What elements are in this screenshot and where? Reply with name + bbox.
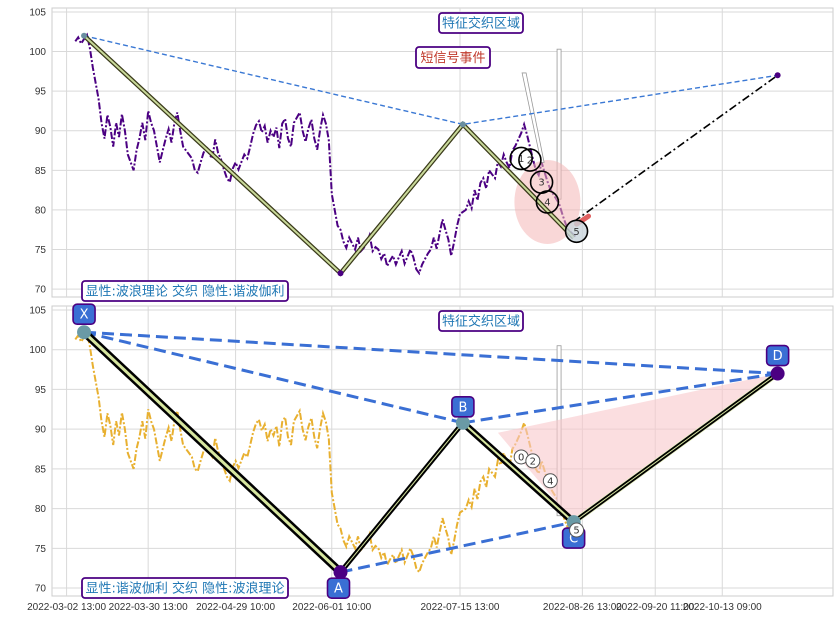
feature-zone-label: 特征交织区域 <box>442 314 520 330</box>
wave-marker-circle <box>569 522 585 538</box>
wave-marker-circle <box>518 148 542 172</box>
zigzag-core <box>83 34 575 275</box>
y-tick-label: 80 <box>35 504 47 515</box>
harmonic-leg-core <box>83 331 342 574</box>
y-tick-label: 90 <box>35 425 47 436</box>
harmonic-leg-core <box>573 373 778 523</box>
harmonic-dashed-line <box>340 520 574 574</box>
harmonic-point-marker <box>770 366 785 381</box>
y-tick-label: 85 <box>35 464 47 475</box>
y-tick-label: 75 <box>35 245 47 256</box>
wave-marker-label: 4 <box>547 476 553 487</box>
y-tick-label: 75 <box>35 544 47 555</box>
price-series-line <box>74 32 578 276</box>
harmonic-leg-core <box>340 422 464 573</box>
short-signal-label: 短信号事件 <box>420 51 485 66</box>
wave-marker-label: 5 <box>573 227 579 238</box>
zigzag-point <box>337 270 344 277</box>
x-tick-label: 2022-10-13 09:00 <box>683 602 762 613</box>
y-tick-label: 105 <box>29 305 46 316</box>
y-tick-label: 85 <box>35 166 47 177</box>
harmonic-dashed-line <box>83 330 464 425</box>
wave-marker-circle <box>564 219 589 244</box>
y-tick-label: 100 <box>29 345 46 356</box>
feature-zone-box <box>438 12 524 34</box>
wave-marker-circle <box>525 453 541 469</box>
wave-marker-label: 3 <box>538 178 544 189</box>
zigzag-point <box>459 121 466 128</box>
x-tick-label: 2022-03-02 13:00 <box>27 602 106 613</box>
harmonic-point-label: X <box>80 308 89 323</box>
x-tick-label: 2022-06-01 10:00 <box>292 602 371 613</box>
harmonic-triangle-bcd <box>497 373 778 523</box>
harmonic-leg-core <box>462 422 575 523</box>
y-tick-label: 95 <box>35 87 47 98</box>
harmonic-point-label-box <box>326 577 351 599</box>
y-tick-label: 95 <box>35 385 47 396</box>
x-tick-label: 2022-03-30 13:00 <box>109 602 188 613</box>
harmonic-point-label: A <box>334 582 343 597</box>
price-series-line <box>74 330 578 575</box>
wave-marker-circle <box>509 146 533 171</box>
wave-marker-label: 0 <box>518 452 524 463</box>
short-signal-pointer <box>521 72 545 163</box>
bottom-panel: 70 75 80 85 90 95 100 105 X A B C D 0 24 5 特征交织区域显性:谐波伽利… <box>29 303 834 599</box>
harmonic-point-marker <box>333 565 348 580</box>
x-axis: 2022-03-02 13:00 2022-03-30 13:00 2022-04-… <box>27 602 762 613</box>
dominant-recessive-label: 显性:波浪理论 交织 隐性:谐波伽利 <box>85 284 284 300</box>
x-tick-label: 2022-04-29 10:00 <box>196 602 275 613</box>
y-tick-label: 100 <box>29 47 46 58</box>
wave-marker-label: 2 <box>527 156 533 167</box>
y-tick-label: 70 <box>35 285 47 296</box>
wave-marker-circle <box>542 473 558 489</box>
projection-line-black <box>573 74 779 223</box>
wave-marker-label: 2 <box>530 456 536 467</box>
harmonic-point-label: C <box>569 532 578 547</box>
zigzag-point <box>81 32 88 39</box>
harmonic-point-marker <box>455 415 470 430</box>
harmonic-point-label-box <box>72 303 96 326</box>
short-signal-box <box>415 46 491 69</box>
dominant-recessive-box <box>81 280 289 302</box>
x-tick-label: 2022-08-26 13:00 <box>543 602 622 613</box>
dominant-recessive-box <box>81 577 289 599</box>
wave-marker-label: 5 <box>573 526 579 537</box>
wave-marker-label: 1 <box>518 154 524 165</box>
y-tick-label: 90 <box>35 126 47 137</box>
x-tick-label: 2022-07-15 13:00 <box>421 602 500 613</box>
y-tick-label: 80 <box>35 205 47 216</box>
feature-zone-label: 特征交织区域 <box>442 16 520 32</box>
harmonic-point-label-box <box>451 395 475 418</box>
top-panel: 70 75 80 85 90 95 100 105 1 234 5 特征交织区域短信号事件显性:波浪理… <box>29 7 834 302</box>
harmonic-point-label: B <box>458 400 467 415</box>
wave-marker-label: 4 <box>544 197 550 208</box>
projection-line-blue <box>83 35 778 126</box>
harmonic-point-label: D <box>773 349 783 364</box>
feature-zone-box <box>438 310 524 332</box>
harmonic-point-marker <box>77 325 92 340</box>
harmonic-dashed-line <box>83 330 778 376</box>
harmonic-point-label-box <box>765 344 790 367</box>
wave-marker-circle <box>535 190 560 214</box>
y-tick-label: 105 <box>29 7 46 18</box>
y-tick-label: 70 <box>35 584 47 595</box>
projection-end-point <box>774 72 781 79</box>
x-tick-label: 2022-09-20 11:00 <box>616 602 695 613</box>
dominant-recessive-label: 显性:谐波伽利 交织 隐性:波浪理论 <box>85 581 284 597</box>
